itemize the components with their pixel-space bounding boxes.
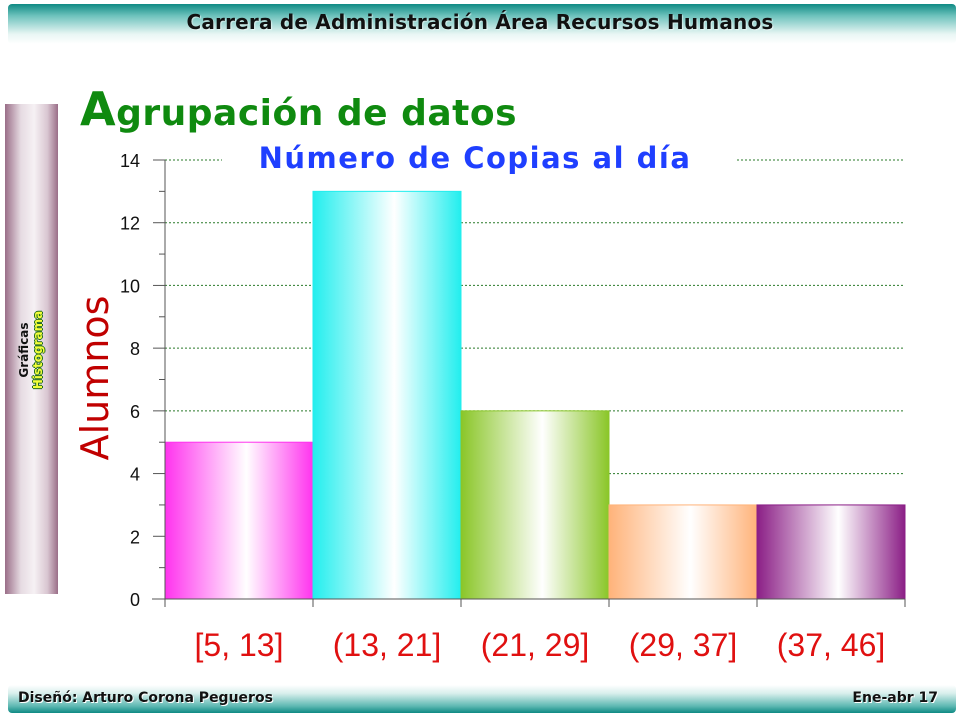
footer-date: Ene-abr 17 (852, 690, 938, 706)
page-title-rest: grupación de datos (116, 93, 518, 134)
chart-title: Número de Copias al día (259, 141, 692, 175)
histogram-bar (312, 190, 462, 600)
histogram-bar (608, 504, 758, 600)
y-tick-label: 12 (120, 214, 140, 234)
chart-title-background (222, 142, 736, 178)
x-category-label: (13, 21] (333, 627, 442, 663)
y-tick-label: 2 (130, 527, 140, 547)
y-tick-label: 14 (120, 151, 140, 171)
header-bar (8, 4, 956, 44)
footer-bar (8, 685, 956, 713)
bar-layer (164, 190, 906, 600)
footer-credit: Diseñó: Arturo Corona Pegueros (18, 690, 273, 706)
y-tick-label: 8 (130, 339, 140, 359)
side-bar (5, 104, 58, 594)
x-category-label: (29, 37] (629, 627, 738, 663)
header-title: Carrera de Administración Área Recursos … (186, 10, 774, 34)
x-category-label: (37, 46] (777, 627, 886, 663)
y-tick-label: 10 (120, 276, 140, 296)
histogram-bar (164, 441, 314, 600)
axis-layer: 0 2 4 6 8 10 12 14 [5, 13] (13, 21] (21, 29] (29, 3… (120, 151, 906, 663)
page-title-initial: A (80, 82, 117, 136)
y-axis-label: Alumnos (73, 296, 117, 461)
histogram-bar (460, 410, 610, 600)
y-tick-label: 4 (130, 465, 140, 485)
page-title: Agrupación de datos (80, 82, 517, 136)
y-tick-label: 6 (130, 402, 140, 422)
histogram-bar (756, 504, 906, 600)
x-category-label: (21, 29] (481, 627, 590, 663)
y-tick-label: 0 (130, 590, 140, 610)
x-category-label: [5, 13] (195, 627, 284, 663)
